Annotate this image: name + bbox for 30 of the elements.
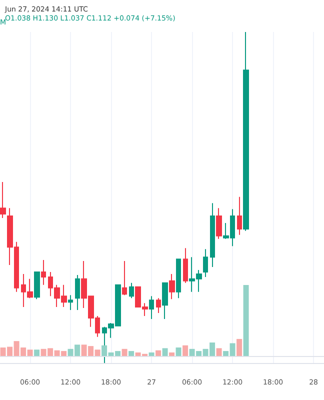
bar — [148, 352, 154, 356]
candlestick — [41, 260, 46, 286]
candlestick — [129, 282, 134, 299]
bar — [243, 285, 249, 356]
candlestick — [0, 181, 6, 219]
bar — [169, 352, 175, 356]
bar — [34, 350, 40, 356]
candlestick — [183, 248, 188, 284]
bar — [216, 348, 222, 356]
candlestick — [237, 196, 242, 236]
candlestick — [34, 271, 40, 300]
candlestick — [149, 296, 154, 320]
bar — [162, 348, 168, 356]
candlestick — [203, 248, 208, 278]
candlestick — [122, 260, 127, 296]
candlestick — [216, 208, 222, 240]
bar — [176, 347, 182, 356]
bar — [236, 338, 242, 356]
candlestick — [68, 294, 73, 311]
bar — [156, 350, 162, 356]
candlestick — [169, 273, 175, 300]
bar — [128, 351, 134, 356]
candlestick — [156, 298, 161, 314]
candlestick — [243, 32, 249, 232]
bar — [122, 348, 128, 356]
candlestick — [176, 258, 181, 299]
candlestick — [75, 274, 80, 311]
candlestick — [162, 282, 168, 320]
candlestick — [210, 202, 215, 268]
bar — [182, 345, 188, 356]
